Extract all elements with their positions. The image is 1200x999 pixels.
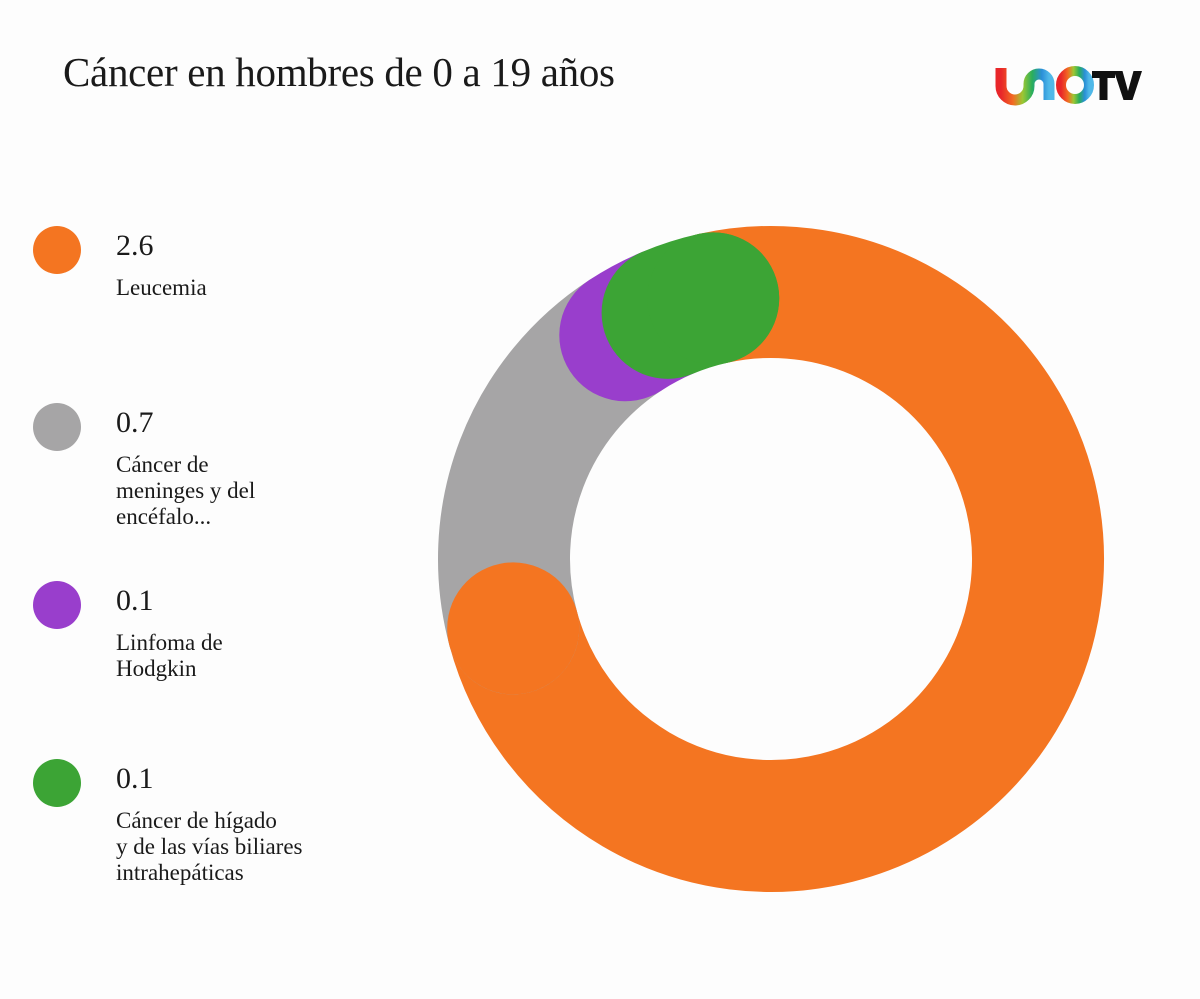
legend-label: Cáncer de meninges y del encéfalo... [116,452,256,529]
donut-segment-leucemia [447,226,1104,892]
legend-swatch-green [33,759,81,807]
legend-value: 2.6 [116,229,154,262]
legend-value: 0.7 [116,406,154,439]
unotv-logo-icon [995,66,1142,106]
legend-swatch-purple [33,581,81,629]
legend-label: Leucemia [116,275,207,300]
donut-segment-higado [601,232,780,379]
donut-segments [438,226,1104,892]
chart-title: Cáncer en hombres de 0 a 19 años [63,49,615,95]
donut-segment-cap [647,232,780,365]
legend-label: Linfoma de Hodgkin [116,630,223,681]
legend-value: 0.1 [116,762,154,795]
legend-value: 0.1 [116,584,154,617]
donut-segment-cap [447,562,580,695]
donut-segment-meninges [438,269,692,695]
donut-segment-hodgkin [559,246,734,402]
legend-label: Cáncer de hígado y de las vías biliares … [116,808,303,885]
legend-swatch-orange [33,226,81,274]
legend-swatch-gray [33,403,81,451]
